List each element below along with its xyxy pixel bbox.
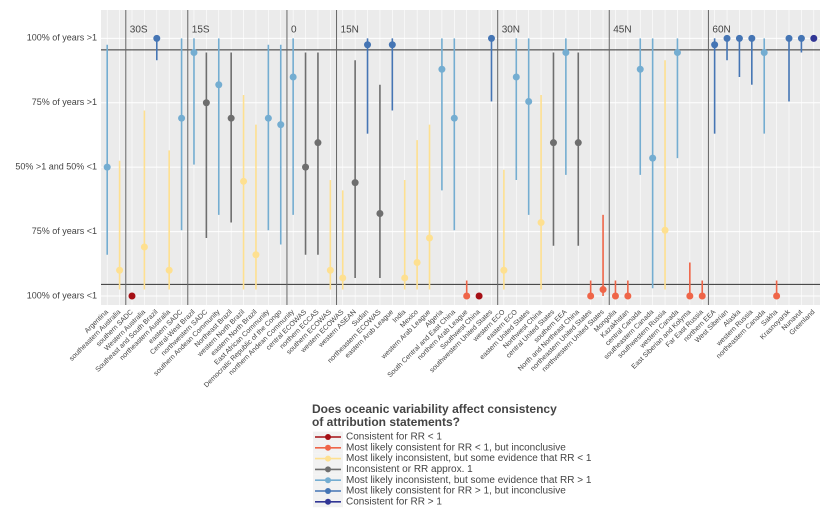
point bbox=[140, 243, 148, 251]
point bbox=[525, 97, 533, 105]
point bbox=[661, 226, 669, 234]
legend-dot bbox=[325, 477, 331, 484]
y-tick-label: 75% of years >1 bbox=[32, 97, 97, 107]
point bbox=[636, 65, 644, 73]
point bbox=[289, 73, 297, 81]
plot-background bbox=[101, 10, 820, 305]
point bbox=[487, 34, 495, 42]
point bbox=[748, 34, 756, 42]
point bbox=[264, 114, 272, 122]
point bbox=[153, 34, 161, 42]
point bbox=[735, 34, 743, 42]
latitude-label: 15N bbox=[341, 25, 359, 36]
point bbox=[240, 177, 248, 185]
point bbox=[450, 114, 458, 122]
point bbox=[128, 292, 136, 300]
point bbox=[302, 163, 310, 171]
point bbox=[785, 34, 793, 42]
point bbox=[562, 49, 570, 57]
legend-label: Consistent for RR > 1 bbox=[346, 496, 442, 507]
y-tick-label: 100% of years >1 bbox=[27, 33, 97, 43]
point bbox=[116, 266, 124, 274]
legend-dot bbox=[325, 444, 331, 451]
point bbox=[760, 49, 768, 57]
latitude-label: 30S bbox=[130, 25, 148, 36]
legend-title: of attribution statements? bbox=[312, 415, 460, 429]
point bbox=[512, 73, 520, 81]
y-tick-label: 50% >1 and 50% <1 bbox=[15, 162, 97, 172]
legend-title: Does oceanic variability affect consiste… bbox=[312, 402, 557, 416]
point bbox=[686, 292, 694, 300]
point bbox=[475, 292, 483, 300]
point bbox=[773, 292, 781, 300]
point bbox=[326, 266, 334, 274]
point bbox=[426, 234, 434, 242]
point bbox=[698, 292, 706, 300]
y-tick-label: 100% of years <1 bbox=[27, 290, 97, 300]
latitude-label: 30N bbox=[502, 25, 520, 36]
legend-label: Most likely inconsistent, but some evide… bbox=[346, 475, 592, 486]
point bbox=[252, 251, 260, 259]
point bbox=[215, 81, 223, 89]
y-tick-label: 75% of years <1 bbox=[32, 226, 97, 236]
legend-label: Consistent for RR < 1 bbox=[346, 432, 442, 443]
point bbox=[599, 286, 607, 294]
point bbox=[364, 41, 372, 49]
legend-dot bbox=[325, 466, 331, 473]
point bbox=[463, 292, 471, 300]
point bbox=[178, 114, 186, 122]
point bbox=[351, 179, 359, 187]
point bbox=[537, 219, 545, 227]
point bbox=[500, 266, 508, 274]
legend-label: Inconsistent or RR approx. 1 bbox=[346, 464, 473, 475]
latitude-label: 15S bbox=[192, 25, 210, 36]
legend-label: Most likely consistent for RR < 1, but i… bbox=[346, 442, 566, 453]
point bbox=[202, 99, 210, 107]
latitude-label: 0 bbox=[291, 25, 297, 36]
legend-dot bbox=[325, 434, 331, 440]
latitude-label: 60N bbox=[712, 25, 730, 36]
point bbox=[165, 266, 173, 274]
point bbox=[227, 114, 235, 122]
point bbox=[587, 292, 595, 300]
point bbox=[103, 163, 111, 171]
point bbox=[549, 139, 557, 147]
legend-dot bbox=[325, 498, 331, 505]
legend-label: Most likely consistent for RR > 1, but i… bbox=[346, 486, 566, 497]
point bbox=[673, 49, 681, 57]
point bbox=[277, 121, 285, 129]
legend-label: Most likely inconsistent, but some evide… bbox=[346, 453, 592, 464]
point bbox=[649, 154, 657, 162]
point bbox=[401, 274, 409, 282]
point bbox=[624, 292, 632, 300]
point bbox=[797, 34, 805, 42]
legend-dot bbox=[325, 455, 331, 462]
latitude-label: 45N bbox=[613, 25, 631, 36]
point bbox=[611, 292, 619, 300]
point bbox=[438, 65, 446, 73]
point bbox=[413, 258, 421, 266]
point bbox=[190, 49, 198, 57]
point bbox=[723, 34, 731, 42]
point bbox=[711, 41, 719, 49]
point bbox=[314, 139, 322, 147]
point bbox=[339, 274, 347, 282]
point bbox=[388, 41, 396, 49]
point bbox=[810, 34, 818, 42]
legend-dot bbox=[325, 488, 331, 494]
point bbox=[376, 210, 384, 218]
point bbox=[574, 139, 582, 147]
